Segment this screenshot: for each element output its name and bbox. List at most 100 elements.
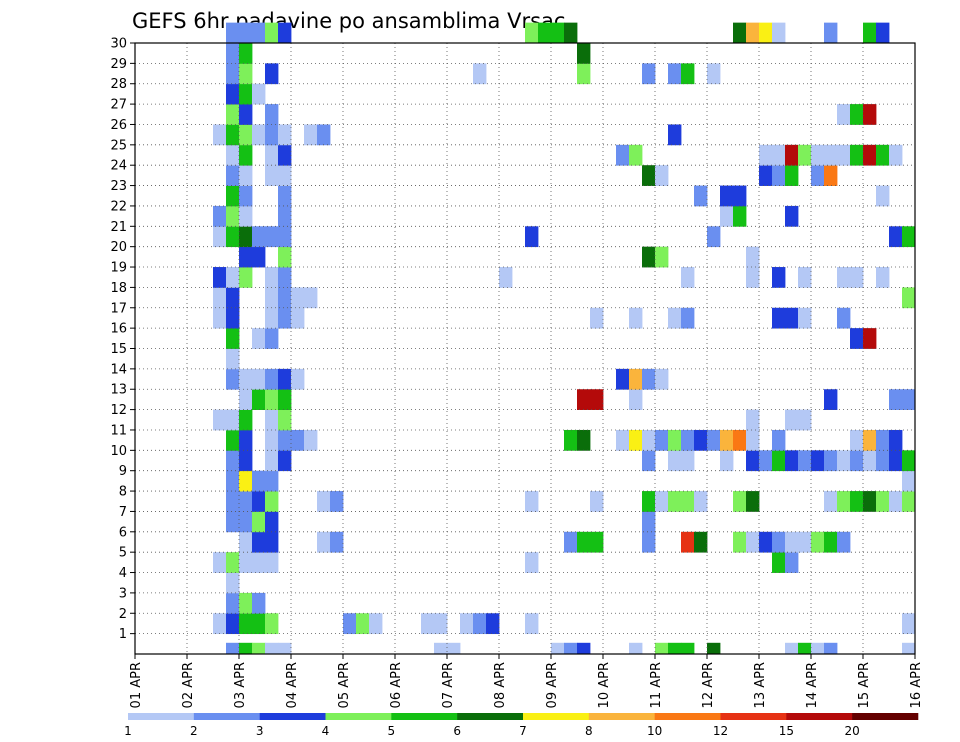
heatmap-cell <box>239 592 253 614</box>
y-tick-label: 29 <box>110 57 127 72</box>
heatmap-cell <box>226 348 240 370</box>
legend-swatch <box>523 713 590 720</box>
heatmap-cell <box>278 165 292 186</box>
heatmap-cell <box>798 531 812 553</box>
heatmap-cell <box>317 491 331 512</box>
heatmap-cell <box>746 429 760 451</box>
heatmap-cell <box>278 124 292 146</box>
heatmap-cell <box>369 613 383 635</box>
heatmap-cell <box>616 368 630 390</box>
heatmap-cell <box>642 511 656 533</box>
heatmap-cell <box>226 63 240 85</box>
heatmap-cell <box>226 205 240 227</box>
y-tick-label: 8 <box>119 485 127 500</box>
heatmap-cell <box>668 124 682 146</box>
heatmap-cell <box>265 613 279 635</box>
heatmap-cell <box>590 491 604 512</box>
heatmap-cell <box>668 63 682 85</box>
heatmap-cell <box>720 205 734 227</box>
heatmap-cell <box>837 450 851 472</box>
x-tick-label: 02 APR <box>181 662 196 708</box>
heatmap-cell <box>278 642 292 655</box>
heatmap-cell <box>876 185 890 207</box>
heatmap-cell <box>655 165 669 186</box>
heatmap-cell <box>226 511 240 533</box>
heatmap-cell <box>590 531 604 553</box>
legend-label: 20 <box>845 724 860 738</box>
heatmap-cell <box>213 267 227 288</box>
y-tick-label: 13 <box>110 383 127 398</box>
x-axis: 01 APR 02 APR 03 APR 04 APR 05 APR 06 APR 07 A… <box>129 654 924 708</box>
heatmap-cell <box>759 22 773 44</box>
heatmap-cell <box>239 246 253 268</box>
legend-label: 8 <box>585 724 593 738</box>
heatmap-cell <box>772 22 786 44</box>
heatmap-cell <box>239 613 253 635</box>
heatmap-cell <box>785 165 799 186</box>
heatmap-cell <box>824 450 838 472</box>
heatmap-cell <box>213 552 227 573</box>
heatmap-cell <box>564 642 578 655</box>
heatmap-cell <box>239 491 253 512</box>
heatmap-cell <box>265 511 279 533</box>
heatmap-cell <box>720 185 734 207</box>
heatmap-cell <box>252 552 266 573</box>
heatmap-cell <box>733 429 747 451</box>
x-tick-label: 07 APR <box>441 662 456 708</box>
heatmap-cell <box>239 450 253 472</box>
heatmap-cell <box>239 104 253 125</box>
heatmap-cell <box>213 124 227 146</box>
heatmap-cell <box>226 552 240 573</box>
heatmap-cell <box>681 429 695 451</box>
heatmap-cell <box>655 642 669 655</box>
legend-label: 5 <box>388 724 396 738</box>
heatmap-cell <box>226 226 240 248</box>
heatmap-cell <box>772 531 786 553</box>
heatmap-cell <box>226 165 240 186</box>
heatmap-cell <box>733 491 747 512</box>
heatmap-cell <box>902 226 916 248</box>
heatmap-cell <box>226 491 240 512</box>
heatmap-cell <box>525 491 539 512</box>
y-tick-label: 24 <box>110 159 127 174</box>
heatmap-cell <box>837 267 851 288</box>
heatmap-cell <box>577 389 591 410</box>
heatmap-cell <box>239 531 253 553</box>
heatmap-cell <box>525 613 539 635</box>
heatmap-cell <box>252 368 266 390</box>
heatmap-cell <box>265 328 279 349</box>
heatmap-cell <box>863 491 877 512</box>
heatmap-cell <box>681 450 695 472</box>
heatmap-cell <box>902 642 916 655</box>
heatmap-cell <box>278 368 292 390</box>
heatmap-cell <box>707 226 721 248</box>
heatmap-cell <box>252 389 266 410</box>
y-axis: 1234567891011121314151617181920212223242… <box>110 37 135 642</box>
x-tick-label: 04 APR <box>285 662 300 708</box>
heatmap-cell <box>902 613 916 635</box>
legend-swatch <box>193 713 260 720</box>
heatmap-cell <box>824 144 838 166</box>
heatmap-cell <box>811 165 825 186</box>
heatmap-cell <box>772 267 786 288</box>
legend-swatch <box>128 713 195 720</box>
heatmap-cell <box>213 307 227 329</box>
heatmap-cell <box>226 83 240 105</box>
heatmap-cell <box>278 287 292 309</box>
heatmap-cell <box>239 226 253 248</box>
heatmap-cell <box>889 491 903 512</box>
heatmap-cell <box>473 63 487 85</box>
heatmap-cell <box>343 613 357 635</box>
heatmap-cell <box>759 144 773 166</box>
heatmap-cell <box>226 124 240 146</box>
heatmap-cell <box>265 409 279 431</box>
heatmap-cell <box>278 226 292 248</box>
heatmap-cell <box>278 267 292 288</box>
heatmap-cell <box>356 613 370 635</box>
heatmap-cell <box>317 124 331 146</box>
heatmap-cell <box>551 22 565 44</box>
heatmap-cell <box>239 409 253 431</box>
heatmap-cell <box>694 185 708 207</box>
heatmap-cell <box>265 267 279 288</box>
heatmap-cell <box>824 491 838 512</box>
